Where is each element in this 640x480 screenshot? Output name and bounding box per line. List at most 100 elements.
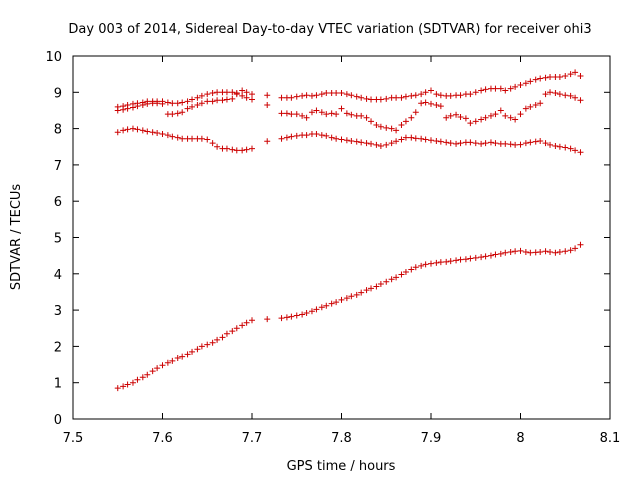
data-point-marker (482, 140, 489, 147)
data-point-marker (154, 98, 161, 105)
data-point-marker (363, 140, 370, 147)
data-point-marker (552, 90, 559, 97)
data-point-marker (358, 289, 365, 296)
data-point-marker (453, 140, 460, 147)
data-point-marker (487, 252, 494, 259)
data-point-marker (572, 245, 579, 252)
data-point-marker (308, 109, 315, 116)
data-point-marker (453, 111, 460, 118)
data-point-marker (149, 129, 156, 136)
data-point-marker (348, 137, 355, 144)
data-point-marker (348, 111, 355, 118)
data-point-marker (239, 87, 246, 94)
data-point-marker (412, 264, 419, 271)
chart-title: Day 003 of 2014, Sidereal Day-to-day VTE… (68, 22, 591, 37)
data-point-marker (497, 250, 504, 257)
data-point-marker (299, 311, 306, 318)
data-point-marker (433, 259, 440, 266)
data-point-marker (333, 111, 340, 118)
data-point-marker (179, 109, 186, 116)
data-point-marker (114, 103, 121, 110)
data-point-marker (139, 374, 146, 381)
data-point-marker (164, 99, 171, 106)
data-point-marker (497, 107, 504, 114)
data-point-marker (388, 140, 395, 147)
data-point-marker (223, 96, 230, 103)
data-point-marker (487, 139, 494, 146)
data-point-marker (223, 145, 230, 152)
data-point-marker (502, 112, 509, 119)
data-point-marker (478, 140, 485, 147)
data-point-marker (343, 110, 350, 117)
data-point-marker (323, 111, 330, 118)
data-point-marker (278, 315, 285, 322)
data-point-marker (402, 134, 409, 141)
series-1 (114, 241, 584, 392)
data-point-marker (577, 149, 584, 156)
data-point-marker (377, 280, 384, 287)
data-point-marker (443, 139, 450, 146)
data-point-marker (249, 91, 255, 98)
data-point-marker (472, 254, 479, 261)
data-point-marker (159, 98, 166, 105)
y-tick-label: 2 (54, 340, 62, 355)
data-point-marker (453, 257, 460, 264)
data-point-marker (233, 325, 240, 332)
data-point-marker (418, 262, 425, 269)
data-point-marker (552, 143, 559, 150)
data-point-marker (408, 92, 415, 99)
data-point-marker (318, 304, 325, 311)
data-point-marker (129, 100, 136, 107)
data-point-marker (572, 69, 579, 76)
data-point-marker (467, 120, 474, 127)
data-point-marker (139, 127, 146, 134)
data-point-marker (124, 381, 131, 388)
data-point-marker (124, 126, 131, 133)
data-point-marker (328, 300, 335, 307)
data-point-marker (368, 140, 375, 147)
data-point-marker (189, 348, 196, 355)
data-point-marker (174, 100, 181, 107)
x-tick-label: 8.1 (600, 431, 621, 446)
data-point-marker (343, 91, 350, 98)
data-point-marker (537, 137, 544, 144)
data-point-marker (388, 125, 395, 132)
data-point-marker (457, 140, 464, 147)
data-point-marker (577, 72, 584, 79)
data-point-marker (139, 99, 146, 106)
y-tick-label: 0 (54, 413, 62, 428)
data-point-marker (408, 266, 415, 273)
data-point-marker (383, 95, 390, 102)
data-point-marker (283, 314, 290, 321)
data-point-marker (209, 98, 216, 105)
data-point-marker (532, 138, 539, 145)
data-point-marker (422, 261, 429, 268)
data-point-marker (229, 146, 236, 153)
data-point-marker (243, 146, 250, 153)
data-point-marker (318, 109, 325, 116)
data-point-marker (388, 276, 395, 283)
data-point-marker (527, 249, 534, 256)
data-point-marker (169, 357, 176, 364)
data-point-marker (159, 131, 166, 138)
data-point-marker (577, 241, 584, 248)
y-tick-label: 9 (54, 86, 62, 101)
data-point-marker (368, 96, 375, 103)
data-point-marker (204, 91, 211, 98)
data-point-marker (239, 322, 246, 329)
data-point-marker (243, 319, 250, 326)
data-point-marker (542, 140, 549, 147)
data-point-marker (433, 137, 440, 144)
data-point-marker (120, 127, 127, 134)
data-point-marker (283, 134, 290, 141)
data-point-marker (402, 93, 409, 100)
x-axis-label: GPS time / hours (287, 459, 396, 474)
data-point-marker (328, 134, 335, 141)
data-point-marker (198, 135, 205, 142)
data-point-marker (482, 253, 489, 260)
data-point-marker (537, 249, 544, 256)
data-point-marker (447, 92, 454, 99)
data-point-marker (478, 116, 485, 123)
data-point-marker (303, 132, 310, 139)
data-point-marker (338, 90, 345, 97)
